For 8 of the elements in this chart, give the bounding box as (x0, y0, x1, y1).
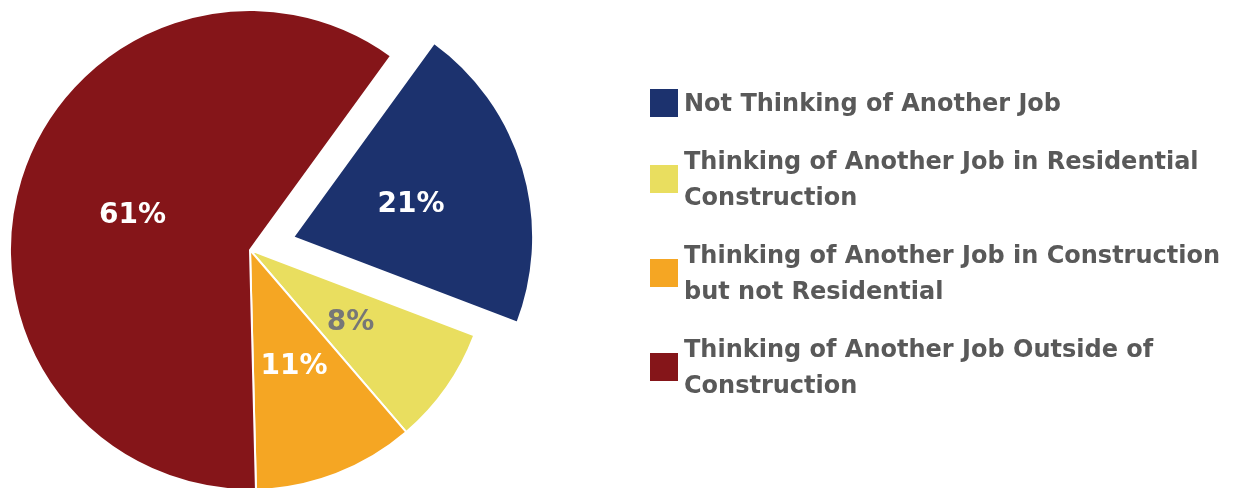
legend-label: Not Thinking of Another Job (684, 89, 1062, 117)
legend-label: Thinking of Another Job in Residential Construction (684, 147, 1207, 211)
data-label: 11% (260, 348, 328, 382)
data-label: 61% (99, 196, 167, 230)
legend-label: Thinking of Another Job in Construction but not Residential (684, 241, 1229, 305)
data-label: 8% (326, 304, 375, 338)
legend-label: Thinking of Another Job Outside of Construction (684, 335, 1162, 399)
data-label: 21% (377, 185, 445, 219)
